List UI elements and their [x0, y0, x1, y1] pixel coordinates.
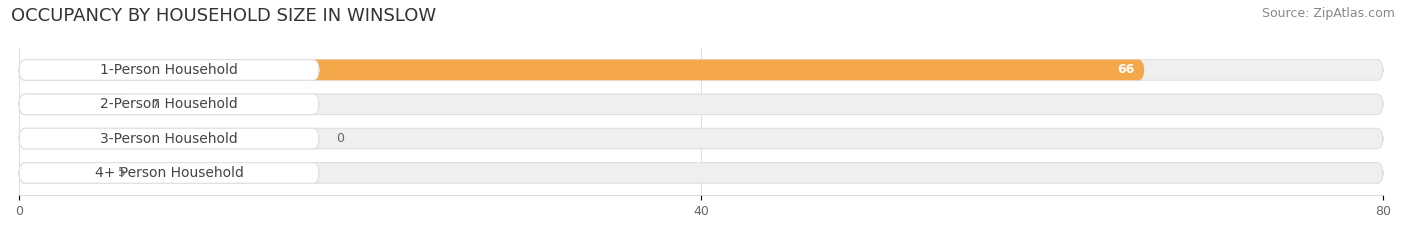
Text: 66: 66: [1116, 63, 1135, 76]
Text: 2-Person Household: 2-Person Household: [100, 97, 238, 111]
Text: 5: 5: [118, 166, 127, 179]
Text: 0: 0: [336, 132, 344, 145]
FancyBboxPatch shape: [20, 163, 1384, 183]
FancyBboxPatch shape: [20, 128, 319, 149]
FancyBboxPatch shape: [20, 60, 1144, 80]
Text: OCCUPANCY BY HOUSEHOLD SIZE IN WINSLOW: OCCUPANCY BY HOUSEHOLD SIZE IN WINSLOW: [11, 7, 436, 25]
FancyBboxPatch shape: [20, 128, 1384, 149]
Text: 1-Person Household: 1-Person Household: [100, 63, 238, 77]
FancyBboxPatch shape: [20, 60, 1384, 80]
Text: 3-Person Household: 3-Person Household: [100, 132, 238, 146]
FancyBboxPatch shape: [20, 94, 1384, 115]
FancyBboxPatch shape: [20, 163, 319, 183]
FancyBboxPatch shape: [20, 94, 138, 115]
FancyBboxPatch shape: [20, 163, 104, 183]
FancyBboxPatch shape: [20, 94, 319, 115]
FancyBboxPatch shape: [20, 60, 319, 80]
Text: 4+ Person Household: 4+ Person Household: [94, 166, 243, 180]
Text: Source: ZipAtlas.com: Source: ZipAtlas.com: [1261, 7, 1395, 20]
Text: 7: 7: [152, 98, 160, 111]
